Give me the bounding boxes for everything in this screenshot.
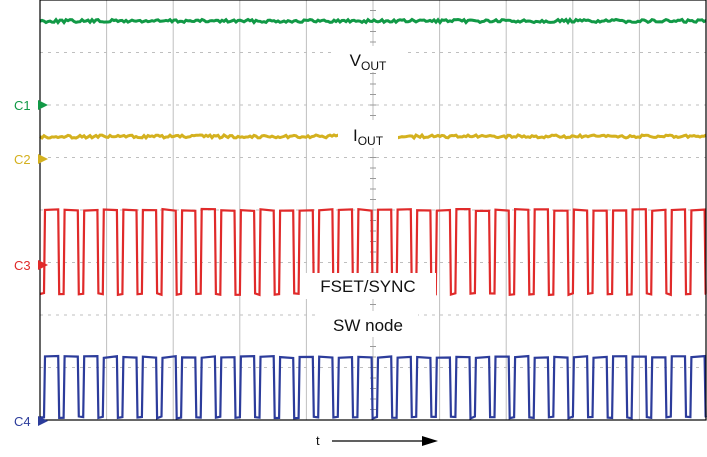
channel-marker-c1: C1 [14, 98, 48, 113]
vout-label-main: V [350, 51, 362, 70]
time-arrow-head [422, 436, 438, 446]
channel-c2-label: C2 [14, 152, 31, 167]
svg-text:IOUT: IOUT [353, 126, 384, 148]
label-sw-node: SW node [318, 311, 418, 337]
channel-markers: C1 C2 C3 C4 [14, 98, 48, 429]
svg-text:VOUT: VOUT [350, 51, 387, 73]
iout-label-sub: OUT [358, 134, 384, 148]
sw-node-label: SW node [333, 316, 403, 335]
channel-c3-arrow [38, 260, 48, 270]
plot-frame [39, 0, 707, 421]
label-vout: VOUT [333, 46, 403, 73]
channel-marker-c4: C4 [14, 414, 48, 429]
channel-c3-label: C3 [14, 258, 31, 273]
vout-label-sub: OUT [361, 59, 387, 73]
channel-c1-label: C1 [14, 98, 31, 113]
channel-c4-label: C4 [14, 414, 31, 429]
channel-marker-c2: C2 [14, 152, 48, 167]
label-iout: IOUT [338, 120, 398, 148]
channel-c2-arrow [38, 154, 48, 164]
time-axis: t [316, 433, 438, 448]
channel-c4-arrow [38, 416, 48, 426]
channel-marker-c3: C3 [14, 258, 48, 273]
channel-c1-arrow [38, 100, 48, 110]
x-axis-label: t [316, 433, 320, 448]
trace-c4 [39, 354, 707, 421]
fset-sync-label: FSET/SYNC [320, 277, 415, 296]
iout-label-main: I [353, 126, 358, 145]
trace-c1 [39, 16, 707, 26]
label-fset-sync: FSET/SYNC [300, 273, 436, 299]
